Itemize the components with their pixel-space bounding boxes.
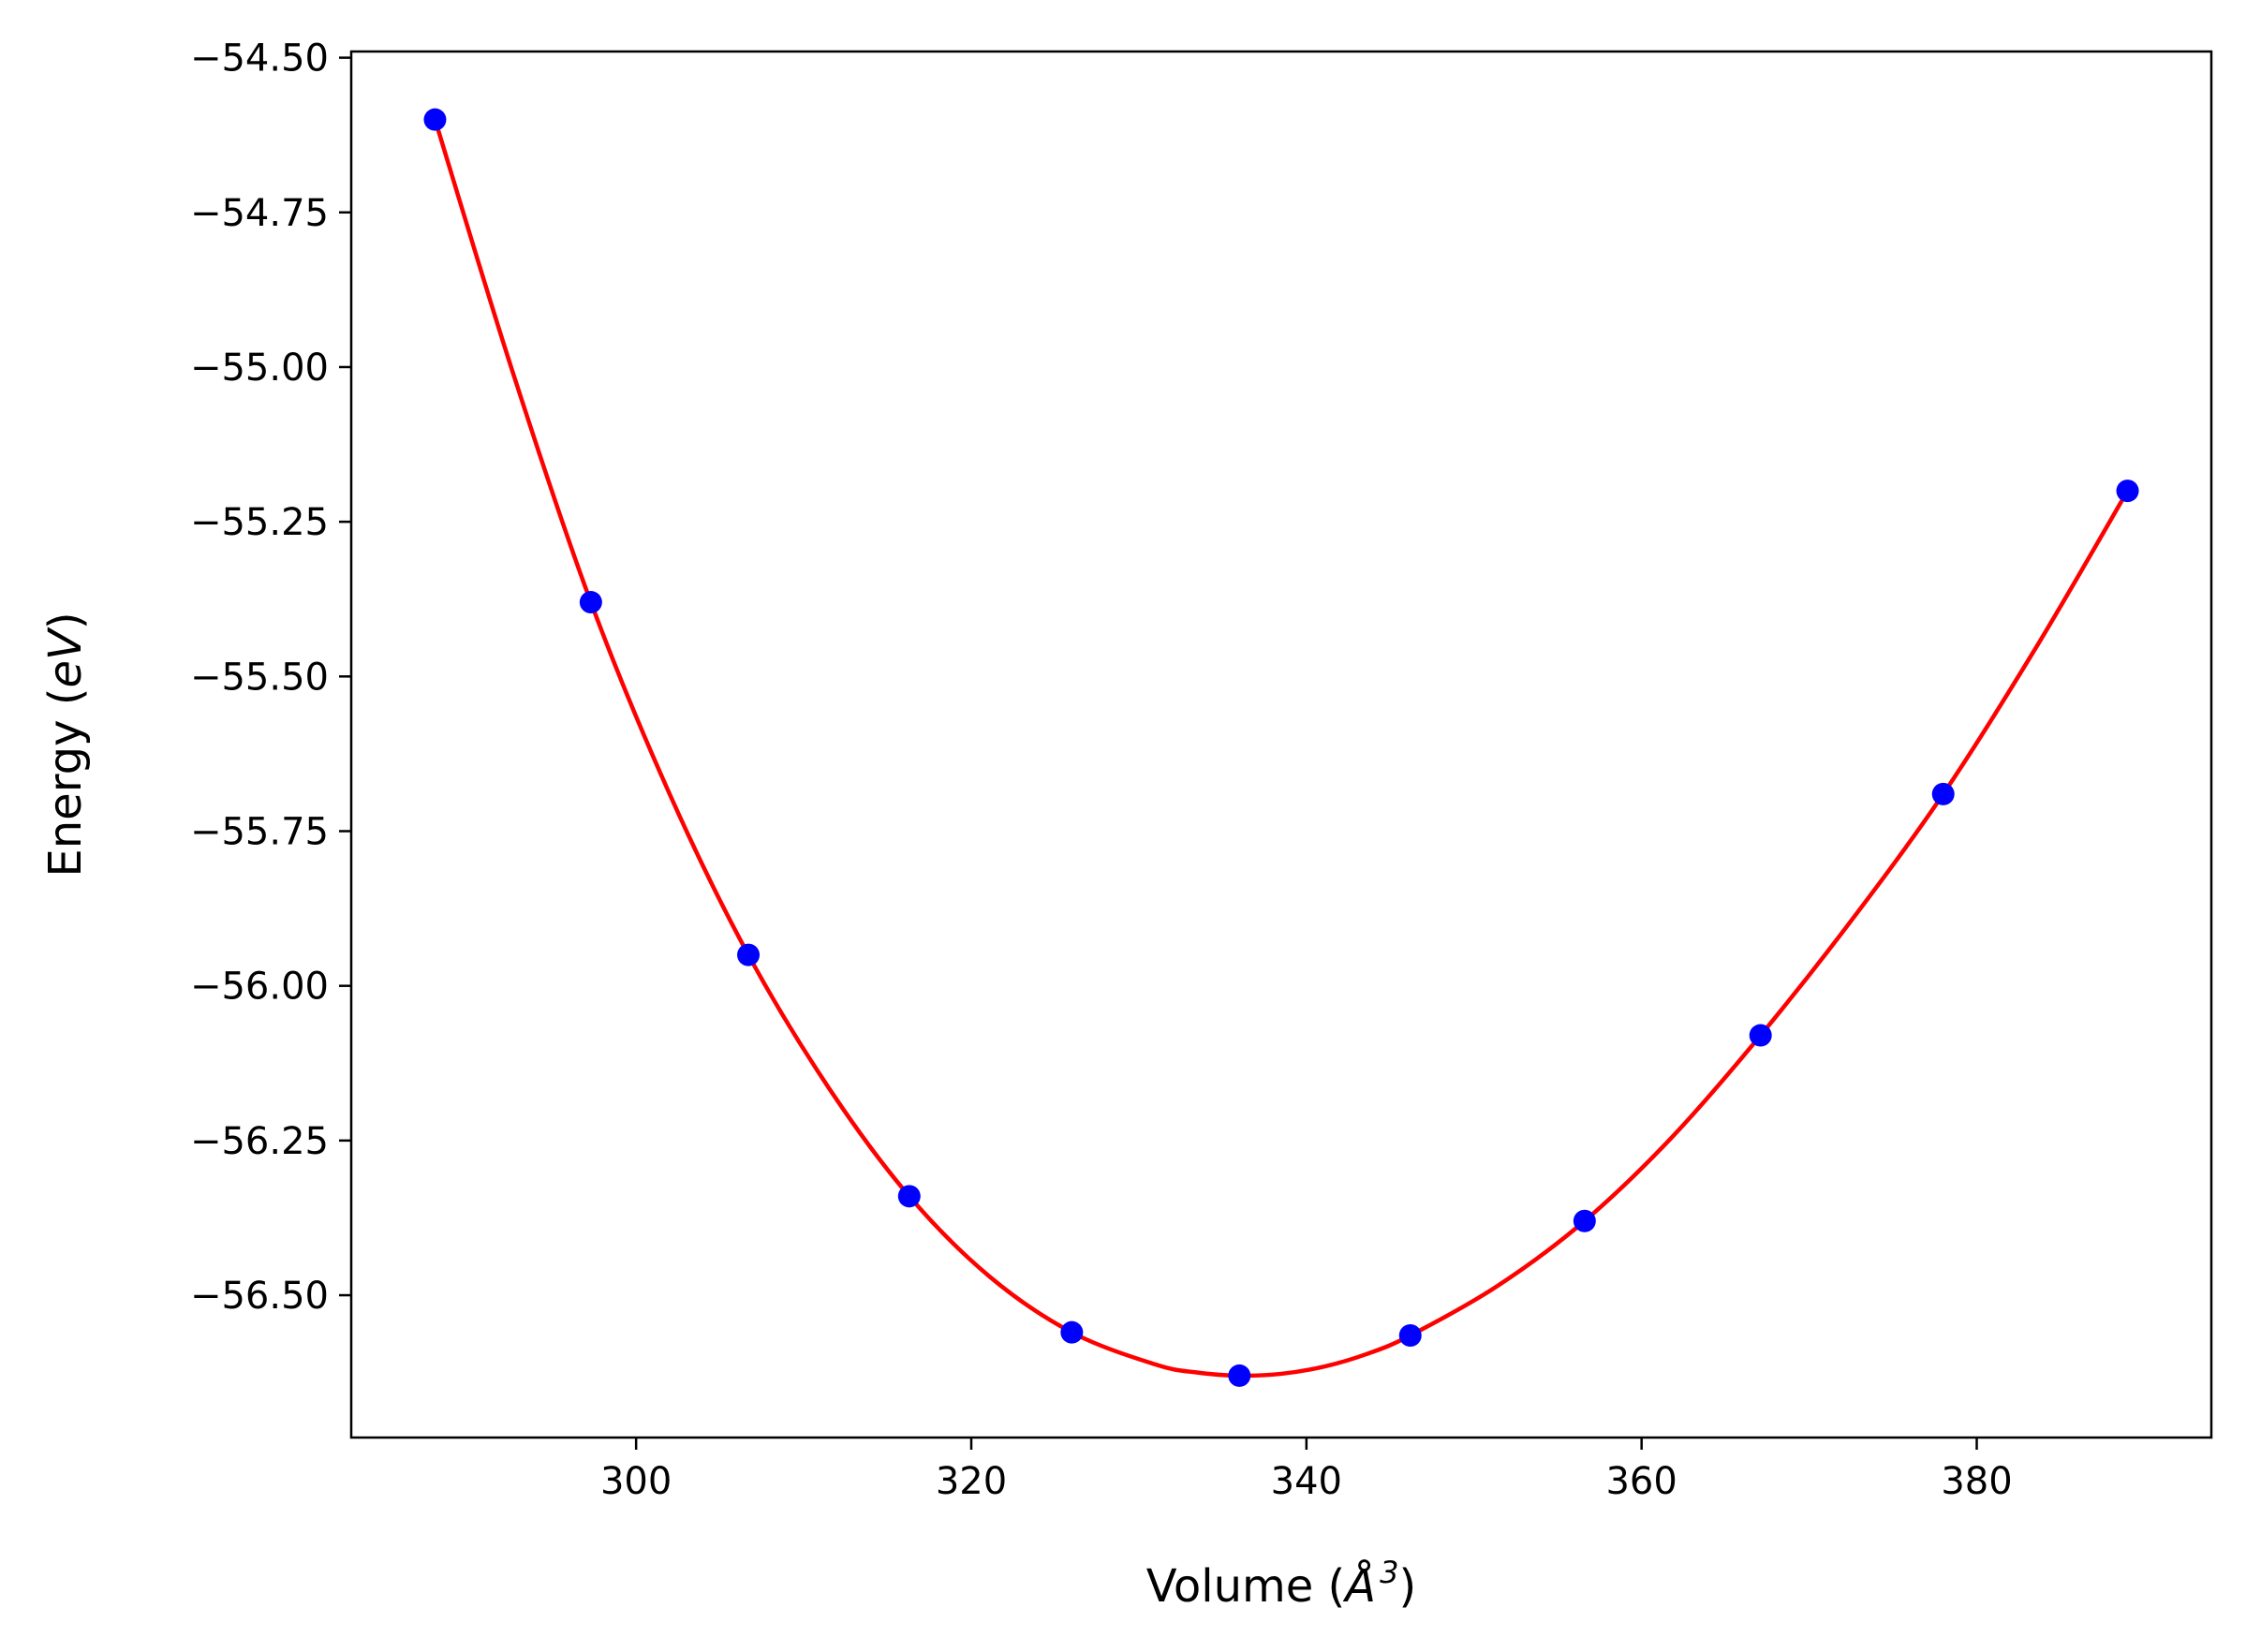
y-tick-label: −56.50 [190, 1275, 329, 1318]
x-axis-label-suffix: ) [1398, 1560, 1416, 1613]
data-point [1398, 1323, 1422, 1347]
y-axis-label-prefix: Energy ( [39, 688, 92, 878]
x-axis-label: Volume (Å 3) [1146, 1555, 1416, 1613]
plot-area [423, 108, 2139, 1387]
y-tick-label: −55.75 [190, 811, 329, 854]
y-tick-label: −56.00 [190, 966, 329, 1009]
y-tick-label: −55.00 [190, 347, 329, 390]
data-point [1573, 1209, 1596, 1232]
x-axis-label-unit: Å [1342, 1559, 1376, 1613]
y-tick-label: −55.50 [190, 656, 329, 699]
data-point [2116, 479, 2139, 503]
data-point [423, 108, 447, 131]
y-axis-label-unit: eV [39, 627, 92, 688]
y-axis-label-suffix: ) [39, 612, 92, 629]
y-axis-label: Energy (eV) [39, 612, 92, 877]
data-point [737, 943, 761, 966]
y-tick-label: −54.75 [190, 192, 329, 235]
x-axis-label-prefix: Volume ( [1146, 1560, 1346, 1613]
data-point [897, 1185, 921, 1208]
data-point [1931, 782, 1955, 805]
y-tick-label: −55.25 [190, 501, 329, 544]
x-tick-label: 380 [1941, 1460, 2012, 1503]
data-point [1228, 1364, 1251, 1387]
data-point [1749, 1024, 1772, 1047]
data-point [579, 591, 602, 614]
x-axis-label-exponent: 3 [1380, 1555, 1398, 1590]
axes-ticks: 300 320 340 360 380 −54.50 −54.75 −55.00 −55.25 −… [190, 37, 2013, 1503]
y-tick-label: −54.50 [190, 37, 329, 81]
fit-curve-line [433, 119, 2130, 1379]
x-tick-label: 320 [936, 1460, 1007, 1503]
x-tick-label: 360 [1605, 1460, 1677, 1503]
x-tick-label: 300 [600, 1460, 672, 1503]
data-point [1060, 1320, 1084, 1344]
x-tick-label: 340 [1271, 1460, 1342, 1503]
plot-frame [349, 50, 2213, 1439]
y-tick-label: −56.25 [190, 1120, 329, 1163]
